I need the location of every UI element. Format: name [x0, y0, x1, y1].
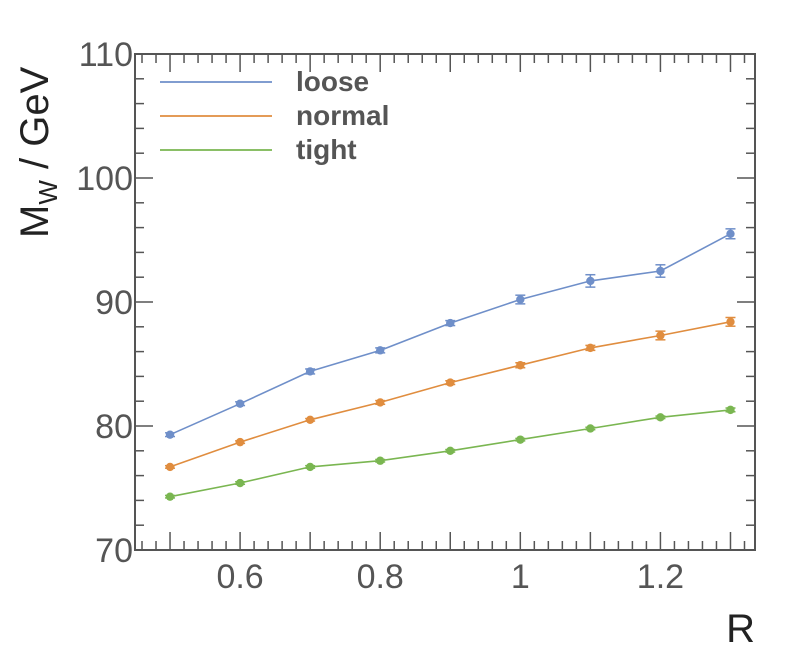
- data-point: [235, 399, 245, 408]
- data-point: [516, 295, 525, 304]
- data-point: [305, 415, 315, 424]
- data-point: [235, 437, 245, 447]
- plot-area-border: [134, 53, 756, 551]
- data-point: [305, 367, 315, 376]
- tick-labels: 0.6 0.8 1 1.2 70 80 90 100 110: [76, 36, 684, 596]
- y-axis-title: MW / GeV: [13, 66, 63, 238]
- data-point: [586, 276, 595, 286]
- legend-label-tight: tight: [296, 134, 357, 165]
- data-point: [446, 446, 455, 455]
- series-tight: [165, 405, 736, 501]
- series-layer: [165, 228, 736, 501]
- data-point: [165, 430, 175, 439]
- series-line: [169, 321, 731, 468]
- data-point: [726, 317, 735, 327]
- y-tick-label: 100: [76, 160, 133, 198]
- y-tick-label: 110: [79, 36, 133, 74]
- data-point: [446, 378, 455, 387]
- data-point: [165, 462, 175, 472]
- data-point: [305, 462, 315, 472]
- data-point: [656, 266, 665, 276]
- data-point: [446, 318, 455, 328]
- legend-label-loose: loose: [296, 66, 369, 97]
- x-tick-label: 1.2: [637, 558, 684, 596]
- y-tick-label: 70: [95, 532, 133, 570]
- data-point: [656, 331, 665, 340]
- plot-frame: [134, 53, 756, 551]
- y-tick-label: 80: [95, 408, 133, 446]
- data-point: [726, 405, 735, 415]
- data-point: [165, 492, 175, 501]
- data-point: [375, 456, 385, 465]
- data-point: [586, 424, 595, 433]
- data-point: [375, 398, 385, 407]
- y-axis-title-sub: W: [33, 180, 63, 205]
- y-tick-label: 90: [95, 284, 133, 322]
- x-tick-label: 0.8: [357, 558, 404, 596]
- data-point: [656, 413, 665, 422]
- x-tick-label: 0.6: [216, 558, 263, 596]
- x-axis-title: R: [726, 607, 755, 651]
- axis-ticks: [135, 53, 755, 551]
- series-line: [169, 233, 731, 436]
- data-point: [586, 343, 595, 353]
- data-point: [726, 229, 735, 238]
- series-normal: [165, 316, 736, 472]
- y-axis-title-main: M: [13, 205, 57, 238]
- data-point: [516, 361, 525, 370]
- series-loose: [165, 228, 736, 439]
- data-point: [375, 346, 385, 355]
- legend-label-normal: normal: [296, 100, 389, 131]
- x-tick-label: 1: [511, 558, 530, 596]
- data-point: [516, 435, 525, 444]
- data-point: [235, 478, 245, 488]
- y-axis-title-rest: / GeV: [13, 66, 57, 180]
